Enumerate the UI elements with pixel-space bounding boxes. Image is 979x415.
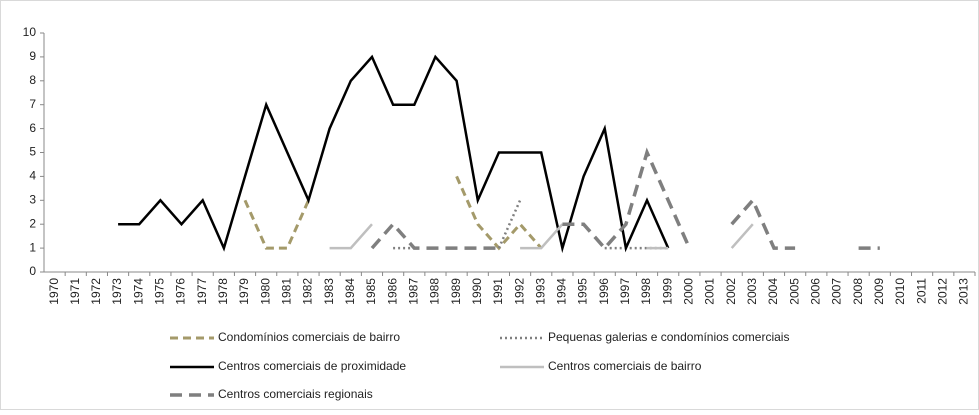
x-tick-label: 1974 xyxy=(131,278,145,305)
y-tick-label: 7 xyxy=(29,97,36,111)
x-tick-label: 1980 xyxy=(258,278,272,305)
y-tick-label: 4 xyxy=(29,169,36,183)
x-tick-label: 2003 xyxy=(745,278,759,305)
x-tick-label: 1972 xyxy=(89,278,103,305)
x-tick-label: 2000 xyxy=(682,278,696,305)
x-tick-label: 1984 xyxy=(343,278,357,305)
series-line xyxy=(118,54,670,254)
x-tick-label: 1976 xyxy=(174,278,188,305)
x-tick-label: 2013 xyxy=(957,278,971,305)
x-tick-label: 1985 xyxy=(364,278,378,305)
x-tick-label: 2004 xyxy=(766,278,780,305)
x-tick-label: 1979 xyxy=(237,278,251,305)
x-tick-label: 1987 xyxy=(406,278,420,305)
x-tick-label: 1973 xyxy=(110,278,124,305)
x-tick-label: 1996 xyxy=(597,278,611,305)
x-tick-label: 1989 xyxy=(449,278,463,305)
x-tick-label: 1977 xyxy=(195,278,209,305)
y-tick-label: 6 xyxy=(29,121,36,135)
x-tick-label: 1983 xyxy=(322,278,336,305)
x-tick-label: 1994 xyxy=(555,278,569,305)
x-tick-label: 2001 xyxy=(703,278,717,305)
x-tick-label: 1997 xyxy=(618,278,632,305)
x-tick-label: 2009 xyxy=(872,278,886,305)
x-tick-label: 1970 xyxy=(47,278,61,305)
x-tick-label: 2011 xyxy=(914,278,928,304)
y-tick-label: 2 xyxy=(29,216,36,230)
legend-label: Centros comerciais de bairro xyxy=(548,359,702,373)
x-tick-label: 1971 xyxy=(68,278,82,305)
legend-label: Condomínios comerciais de bairro xyxy=(218,330,400,344)
x-tick-label: 1995 xyxy=(576,278,590,305)
x-tick-label: 1988 xyxy=(428,278,442,305)
y-tick-label: 3 xyxy=(29,192,36,206)
legend-label: Pequenas galerias e condomínios comercia… xyxy=(548,330,789,344)
y-tick-label: 10 xyxy=(23,25,37,39)
y-tick-label: 1 xyxy=(29,240,36,254)
x-tick-label: 1975 xyxy=(153,278,167,305)
x-tick-label: 1990 xyxy=(470,278,484,305)
y-tick-label: 9 xyxy=(29,49,36,63)
x-tick-label: 2006 xyxy=(808,278,822,305)
series-line xyxy=(329,223,754,250)
series-line xyxy=(370,147,880,251)
legend-label: Centros comerciais regionais xyxy=(218,387,373,401)
y-tick-label: 0 xyxy=(29,264,36,278)
x-tick-label: 1991 xyxy=(491,278,505,305)
x-tick-label: 1999 xyxy=(660,278,674,305)
x-tick-label: 1992 xyxy=(512,278,526,305)
x-tick-label: 1986 xyxy=(385,278,399,305)
x-tick-label: 1998 xyxy=(639,278,653,305)
x-tick-label: 2007 xyxy=(830,278,844,305)
y-tick-label: 8 xyxy=(29,73,36,87)
x-tick-label: 1993 xyxy=(533,278,547,305)
x-tick-label: 2010 xyxy=(893,278,907,305)
x-tick-label: 1978 xyxy=(216,278,230,305)
x-tick-label: 2012 xyxy=(935,278,949,305)
x-tick-label: 1981 xyxy=(280,278,294,305)
legend-label: Centros comerciais de proximidade xyxy=(218,359,406,373)
x-tick-label: 2008 xyxy=(851,278,865,305)
y-tick-label: 5 xyxy=(29,145,36,159)
x-tick-label: 2002 xyxy=(724,278,738,305)
x-tick-label: 1982 xyxy=(301,278,315,305)
x-tick-label: 2005 xyxy=(787,278,801,305)
series-line xyxy=(393,199,669,250)
